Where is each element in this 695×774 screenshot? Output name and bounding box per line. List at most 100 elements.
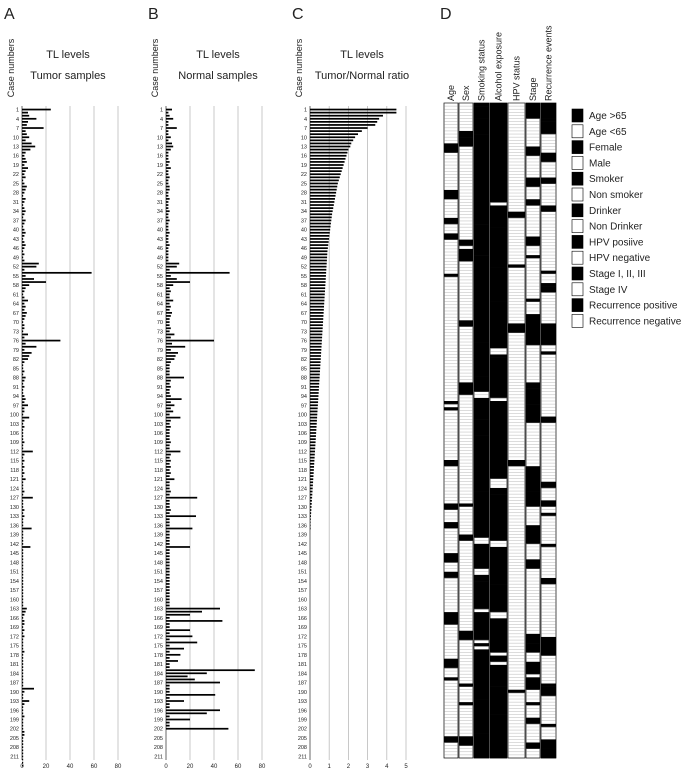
panel-d-cell bbox=[490, 428, 507, 445]
panel-d-cell bbox=[541, 748, 556, 759]
panel-b-bar bbox=[166, 330, 170, 333]
panel-a-bar bbox=[22, 376, 26, 379]
panel-b-case-tick-label: 166 bbox=[154, 616, 163, 622]
panel-c-case-tick-label: 142 bbox=[298, 542, 307, 548]
panel-c-bar bbox=[310, 407, 318, 410]
panel-d-cell bbox=[541, 683, 556, 687]
panel-a-bar bbox=[22, 241, 25, 243]
panel-a-case-tick-label: 85 bbox=[13, 366, 19, 372]
panel-d-cell bbox=[474, 581, 489, 594]
panel-d-cell bbox=[526, 177, 540, 188]
panel-b-bar bbox=[166, 663, 170, 665]
panel-a-case-tick-label: 205 bbox=[10, 736, 19, 742]
panel-b-bar bbox=[166, 318, 170, 320]
panel-a-xtick-label: 40 bbox=[67, 764, 74, 770]
panel-c-case-tick-label: 58 bbox=[301, 283, 307, 289]
panel-c-case-tick-label: 1 bbox=[304, 108, 307, 114]
panel-b-case-tick-label: 211 bbox=[154, 754, 163, 760]
panel-d-cell bbox=[474, 342, 489, 349]
panel-b-bar bbox=[166, 524, 170, 527]
panel-b-bar bbox=[166, 650, 170, 653]
panel-d-cell bbox=[474, 397, 489, 420]
panel-d-cell bbox=[459, 320, 473, 327]
panel-a-bar bbox=[22, 425, 25, 428]
panel-b-bar bbox=[166, 490, 171, 493]
panel-b-bar bbox=[166, 364, 170, 367]
panel-a-bar bbox=[22, 173, 25, 176]
legend-label: Age >65 bbox=[589, 111, 627, 122]
panel-d-cell bbox=[459, 248, 473, 253]
panel-a-case-tick-label: 139 bbox=[10, 533, 19, 539]
panel-c-case-tick-label: 181 bbox=[298, 662, 307, 668]
panel-b-bar bbox=[166, 207, 169, 209]
panel-c-case-tick-label: 73 bbox=[301, 329, 307, 335]
panel-a-bar bbox=[22, 666, 24, 668]
panel-d-cell bbox=[459, 503, 473, 507]
panel-c-bar bbox=[310, 379, 320, 382]
panel-a-bar bbox=[22, 250, 24, 253]
panel-b-case-tick-label: 133 bbox=[154, 514, 163, 520]
panel-d-cell bbox=[526, 643, 540, 650]
panel-c-bar bbox=[310, 484, 313, 487]
panel-c-bar bbox=[310, 518, 311, 521]
panel-b-case-tick-label: 10 bbox=[157, 135, 163, 141]
panel-b-bar bbox=[166, 447, 170, 450]
panel-c-bar bbox=[310, 422, 317, 425]
panel-b-bar bbox=[166, 133, 169, 136]
panel-c-bar bbox=[310, 425, 317, 428]
panel-b-bar bbox=[166, 284, 174, 286]
panel-b-bar bbox=[166, 262, 180, 265]
panel-d-cell bbox=[474, 217, 489, 225]
panel-b-bar bbox=[166, 706, 170, 709]
panel-c-case-tick-label: 88 bbox=[301, 376, 307, 382]
panel-b-bar bbox=[166, 496, 198, 499]
panel-a-case-tick-label: 121 bbox=[10, 477, 19, 483]
panel-b-bar bbox=[166, 376, 184, 379]
panel-c-bar bbox=[310, 194, 336, 197]
panel-a-bar bbox=[22, 567, 24, 570]
panel-a-bar bbox=[22, 422, 24, 425]
legend-swatch bbox=[571, 219, 584, 233]
legend-label: Drinker bbox=[589, 206, 622, 217]
panel-c-case-tick-label: 145 bbox=[298, 551, 307, 557]
panel-b-bar bbox=[166, 290, 171, 293]
panel-c-bar bbox=[310, 352, 322, 354]
panel-d-cell bbox=[541, 689, 556, 697]
panel-a-bar bbox=[22, 382, 24, 385]
panel-d-cell bbox=[490, 664, 507, 687]
panel-c-case-tick-label: 163 bbox=[298, 607, 307, 613]
legend-swatch bbox=[571, 203, 584, 218]
panel-a-case-tick-label: 181 bbox=[10, 662, 19, 668]
panel-b-bar bbox=[166, 385, 171, 388]
panel-a-case-tick-label: 208 bbox=[10, 745, 19, 751]
panel-a-bar bbox=[22, 432, 24, 434]
panel-b-bar bbox=[166, 154, 169, 157]
panel-b-case-tick-label: 94 bbox=[157, 394, 163, 400]
panel-a-bar bbox=[22, 389, 24, 391]
legend-swatch bbox=[571, 187, 584, 202]
panel-b-bar bbox=[166, 536, 170, 539]
panel-a-bar bbox=[22, 225, 24, 228]
panel-b-bar bbox=[166, 475, 170, 477]
panel-c-bar bbox=[310, 287, 326, 290]
panel-d-cell bbox=[490, 236, 507, 262]
panel-b-bar bbox=[166, 672, 207, 675]
panel-a-bar bbox=[22, 259, 25, 262]
panel-b-bar bbox=[166, 635, 193, 638]
panel-d-cell bbox=[526, 742, 540, 749]
panel-b-bar bbox=[166, 715, 170, 718]
panel-a-case-tick-label: 28 bbox=[13, 191, 19, 197]
panel-c-bar bbox=[310, 284, 326, 286]
panel-a-subtitle: Tumor samples bbox=[30, 70, 106, 82]
panel-a-bar bbox=[22, 315, 26, 317]
panel-b-bar bbox=[166, 358, 175, 360]
panel-c-bar bbox=[310, 345, 322, 348]
panel-c-bar bbox=[310, 469, 314, 471]
panel-c-bar bbox=[310, 429, 317, 431]
panel-a-bar bbox=[22, 727, 24, 730]
panel-b-bar bbox=[166, 690, 170, 693]
panel-a-bar bbox=[22, 589, 24, 591]
panel-a-bar bbox=[22, 481, 24, 484]
panel-c-case-tick-label: 115 bbox=[298, 459, 307, 465]
panel-d-column-label: Sex bbox=[461, 85, 471, 101]
